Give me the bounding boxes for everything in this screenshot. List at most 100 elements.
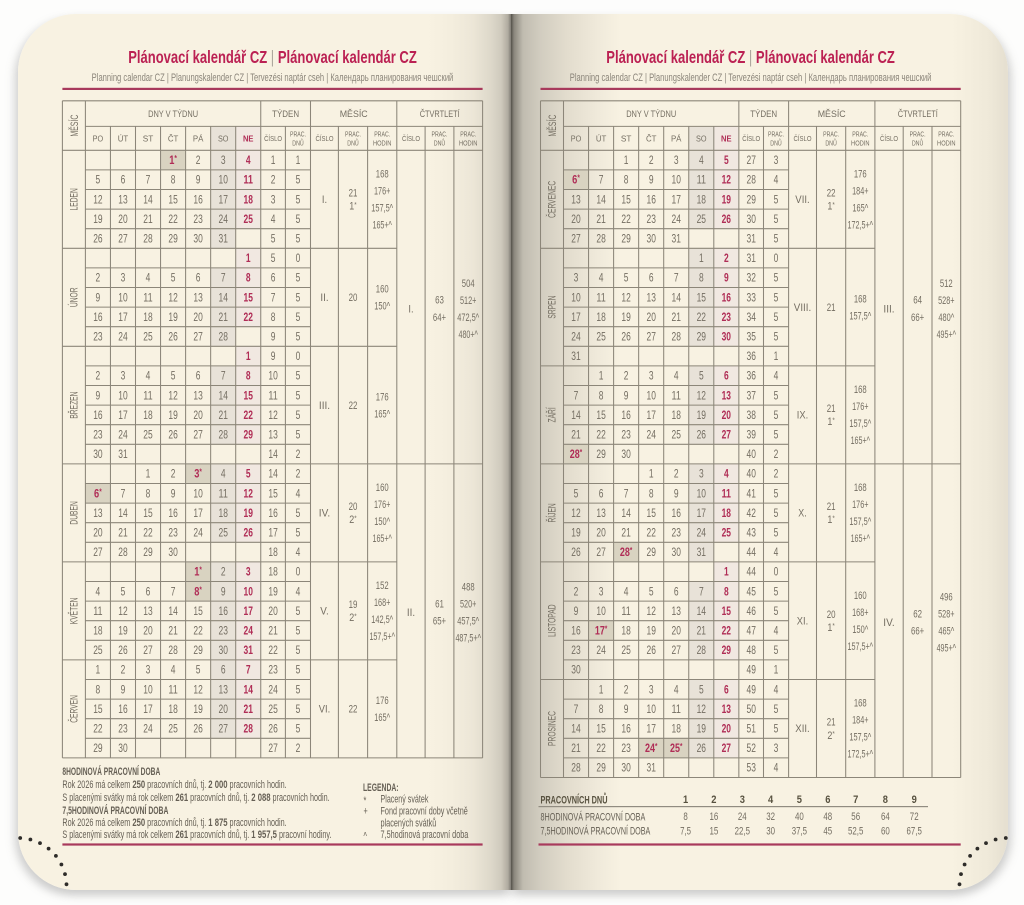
svg-text:4: 4	[624, 586, 629, 598]
svg-text:3: 3	[121, 273, 126, 285]
svg-text:15: 15	[596, 410, 605, 422]
svg-text:20: 20	[571, 214, 580, 226]
svg-text:21: 21	[827, 403, 836, 415]
svg-text:31: 31	[697, 547, 706, 559]
svg-text:6: 6	[196, 371, 201, 383]
svg-text:17: 17	[268, 528, 277, 540]
svg-text:12: 12	[697, 390, 706, 402]
svg-text:4: 4	[296, 586, 301, 598]
svg-text:1: 1	[724, 567, 729, 579]
svg-text:30: 30	[672, 547, 681, 559]
svg-text:5: 5	[774, 528, 779, 540]
svg-text:5: 5	[296, 626, 301, 638]
svg-text:23: 23	[193, 214, 202, 226]
svg-text:22,5: 22,5	[735, 825, 750, 837]
svg-text:I.: I.	[408, 303, 413, 315]
svg-text:14: 14	[571, 724, 581, 736]
svg-text:5: 5	[296, 273, 301, 285]
svg-text:22: 22	[193, 626, 202, 638]
svg-text:29: 29	[621, 234, 630, 246]
svg-text:14: 14	[244, 684, 254, 696]
svg-text:placených svátků: placených svátků	[381, 817, 437, 829]
svg-text:23: 23	[571, 645, 580, 657]
svg-text:8: 8	[246, 371, 251, 383]
svg-text:6*: 6*	[572, 174, 580, 187]
svg-text:160: 160	[854, 590, 867, 602]
svg-text:1*: 1*	[827, 621, 834, 634]
svg-text:38: 38	[747, 410, 756, 422]
svg-text:14: 14	[621, 508, 631, 520]
svg-text:6: 6	[724, 371, 729, 383]
svg-text:II.: II.	[320, 292, 328, 304]
svg-text:10: 10	[219, 175, 228, 187]
svg-text:2: 2	[624, 684, 629, 696]
svg-text:DNŮ: DNŮ	[434, 138, 446, 147]
svg-text:11: 11	[697, 175, 706, 187]
svg-text:8: 8	[683, 811, 687, 823]
svg-text:23: 23	[722, 312, 731, 324]
svg-text:1: 1	[271, 155, 276, 167]
svg-text:2: 2	[196, 155, 201, 167]
svg-text:1: 1	[599, 684, 604, 696]
svg-text:ČT: ČT	[646, 133, 657, 143]
svg-text:26: 26	[93, 234, 102, 246]
svg-text:11: 11	[143, 292, 152, 304]
svg-text:8: 8	[599, 704, 604, 716]
svg-text:DNŮ: DNŮ	[912, 138, 924, 147]
svg-text:17: 17	[118, 410, 127, 422]
svg-text:23: 23	[672, 528, 681, 540]
svg-text:20: 20	[722, 410, 731, 422]
svg-text:PÁ: PÁ	[671, 133, 682, 143]
svg-text:8: 8	[246, 273, 251, 285]
svg-text:21: 21	[571, 430, 580, 442]
svg-text:8: 8	[699, 273, 704, 285]
svg-text:29: 29	[193, 645, 202, 657]
svg-text:19: 19	[621, 312, 630, 324]
svg-text:5: 5	[774, 234, 779, 246]
svg-text:2: 2	[296, 469, 301, 481]
svg-text:4: 4	[221, 469, 226, 481]
svg-text:34: 34	[747, 312, 757, 324]
svg-text:5: 5	[196, 665, 201, 677]
svg-text:29: 29	[244, 430, 253, 442]
svg-text:11: 11	[621, 606, 630, 618]
svg-text:60: 60	[881, 825, 890, 837]
svg-text:25: 25	[219, 528, 228, 540]
svg-text:23: 23	[647, 214, 656, 226]
svg-text:17: 17	[244, 606, 253, 618]
svg-text:14: 14	[143, 194, 153, 206]
svg-text:21: 21	[571, 743, 580, 755]
svg-text:IV.: IV.	[883, 617, 894, 629]
svg-text:4: 4	[774, 626, 779, 638]
svg-text:20: 20	[193, 312, 202, 324]
svg-text:ČT: ČT	[168, 133, 179, 143]
svg-text:14: 14	[118, 508, 128, 520]
svg-text:4: 4	[674, 684, 679, 696]
svg-text:18: 18	[143, 410, 152, 422]
svg-text:26: 26	[722, 214, 731, 226]
svg-text:1: 1	[246, 351, 251, 363]
svg-text:9: 9	[271, 351, 276, 363]
svg-text:29: 29	[168, 234, 177, 246]
svg-text:Plánovací kalendář CZ | Plán: Plánovací kalendář CZ | Plánovací kalend…	[128, 48, 417, 67]
svg-text:20: 20	[219, 704, 228, 716]
svg-text:495+^: 495+^	[937, 329, 957, 341]
svg-text:31: 31	[244, 645, 254, 657]
svg-text:472,5^: 472,5^	[457, 312, 480, 324]
svg-text:1: 1	[683, 794, 688, 806]
svg-text:7: 7	[853, 794, 858, 806]
svg-text:2: 2	[674, 469, 679, 481]
svg-text:15: 15	[722, 606, 732, 618]
svg-text:15: 15	[93, 704, 102, 716]
svg-text:4: 4	[774, 175, 779, 187]
svg-text:42: 42	[747, 508, 756, 520]
svg-text:165+^: 165+^	[851, 435, 871, 447]
svg-text:12: 12	[93, 194, 102, 206]
svg-text:27: 27	[193, 332, 202, 344]
svg-text:45: 45	[747, 586, 756, 598]
svg-text:22: 22	[93, 724, 102, 736]
svg-text:18: 18	[596, 312, 605, 324]
svg-text:21: 21	[268, 626, 277, 638]
svg-text:17: 17	[697, 508, 706, 520]
svg-text:9: 9	[724, 273, 729, 285]
